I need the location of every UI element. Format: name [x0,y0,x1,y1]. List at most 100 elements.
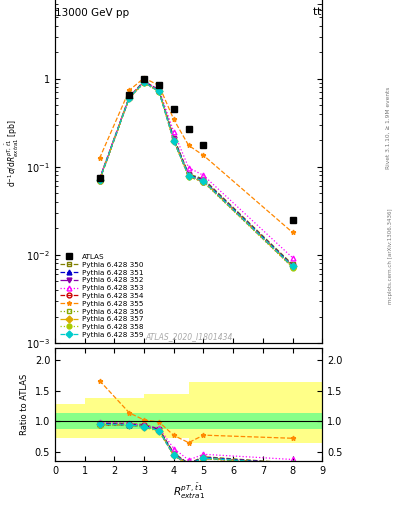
Pythia 6.428 353 [127,94,132,100]
Pythia 6.428 353 [290,254,295,261]
Pythia 6.428 359 [201,178,206,184]
Text: ATLAS_2020_I1801434: ATLAS_2020_I1801434 [145,332,232,341]
Pythia 6.428 357 [186,173,191,179]
Pythia 6.428 357 [201,178,206,184]
Pythia 6.428 350 [171,135,176,141]
Pythia 6.428 359 [97,177,102,183]
Pythia 6.428 355 [142,75,147,81]
Pythia 6.428 353 [201,173,206,179]
Pythia 6.428 351 [171,136,176,142]
Text: Rivet 3.1.10, ≥ 1.9M events: Rivet 3.1.10, ≥ 1.9M events [386,87,391,169]
Y-axis label: $\mathrm{d}^{-1}\sigma/\mathrm{d}R^{pT,\,\bar{t}1}_{extra1}$ [pb]: $\mathrm{d}^{-1}\sigma/\mathrm{d}R^{pT,\… [3,120,20,187]
Pythia 6.428 352 [201,178,206,184]
Pythia 6.428 355 [186,142,191,148]
Pythia 6.428 358 [127,95,132,101]
Pythia 6.428 355 [156,82,161,89]
Pythia 6.428 356 [156,89,161,95]
Pythia 6.428 356 [127,95,132,101]
Pythia 6.428 353 [186,164,191,170]
Pythia 6.428 350 [142,78,147,84]
Pythia 6.428 357 [290,263,295,269]
Pythia 6.428 351 [142,78,147,84]
Line: Pythia 6.428 353: Pythia 6.428 353 [97,79,295,260]
Pythia 6.428 359 [156,88,161,94]
Pythia 6.428 352 [127,95,132,101]
Line: ATLAS: ATLAS [96,75,296,223]
Line: Pythia 6.428 355: Pythia 6.428 355 [97,76,295,235]
Pythia 6.428 356 [171,138,176,144]
Pythia 6.428 353 [171,129,176,135]
Pythia 6.428 351 [201,177,206,183]
Line: Pythia 6.428 351: Pythia 6.428 351 [97,79,295,268]
Pythia 6.428 358 [97,178,102,184]
Pythia 6.428 354 [186,173,191,179]
Pythia 6.428 351 [156,88,161,94]
Line: Pythia 6.428 354: Pythia 6.428 354 [97,80,295,269]
Pythia 6.428 358 [201,179,206,185]
Pythia 6.428 359 [142,79,147,86]
Pythia 6.428 354 [171,138,176,144]
Pythia 6.428 357 [127,95,132,101]
Pythia 6.428 350 [156,87,161,93]
Pythia 6.428 351 [97,176,102,182]
Pythia 6.428 358 [186,174,191,180]
Pythia 6.428 354 [201,179,206,185]
Pythia 6.428 358 [142,80,147,86]
Pythia 6.428 351 [290,262,295,268]
Pythia 6.428 351 [127,94,132,100]
Text: $\mathrm{t\bar{t}}$: $\mathrm{t\bar{t}}$ [312,4,322,18]
ATLAS [201,142,206,148]
Pythia 6.428 352 [186,173,191,179]
Pythia 6.428 356 [97,178,102,184]
Pythia 6.428 350 [186,171,191,177]
Pythia 6.428 358 [290,264,295,270]
Legend: ATLAS, Pythia 6.428 350, Pythia 6.428 351, Pythia 6.428 352, Pythia 6.428 353, P: ATLAS, Pythia 6.428 350, Pythia 6.428 35… [59,252,145,339]
Pythia 6.428 352 [142,79,147,85]
Pythia 6.428 355 [201,152,206,158]
Y-axis label: Ratio to ATLAS: Ratio to ATLAS [20,374,29,435]
ATLAS [290,217,295,223]
Pythia 6.428 355 [127,87,132,93]
Pythia 6.428 353 [156,87,161,93]
Pythia 6.428 359 [127,95,132,101]
Pythia 6.428 355 [171,116,176,122]
Line: Pythia 6.428 357: Pythia 6.428 357 [97,80,295,269]
Pythia 6.428 357 [142,79,147,86]
ATLAS [186,126,191,132]
Pythia 6.428 359 [186,173,191,179]
Line: Pythia 6.428 358: Pythia 6.428 358 [97,80,295,270]
Pythia 6.428 353 [97,175,102,181]
ATLAS [142,76,147,82]
Pythia 6.428 354 [97,178,102,184]
Pythia 6.428 354 [142,79,147,86]
Pythia 6.428 350 [97,176,102,182]
Pythia 6.428 350 [290,262,295,268]
Text: 13000 GeV pp: 13000 GeV pp [55,8,129,18]
Pythia 6.428 355 [290,229,295,236]
Pythia 6.428 352 [97,177,102,183]
ATLAS [171,106,176,113]
Pythia 6.428 359 [290,263,295,269]
Pythia 6.428 358 [156,89,161,95]
ATLAS [97,175,102,181]
Pythia 6.428 356 [186,173,191,179]
Pythia 6.428 355 [97,155,102,161]
Pythia 6.428 356 [201,179,206,185]
Line: Pythia 6.428 359: Pythia 6.428 359 [97,80,295,269]
Text: mcplots.cern.ch [arXiv:1306.3436]: mcplots.cern.ch [arXiv:1306.3436] [387,208,393,304]
Pythia 6.428 357 [97,177,102,183]
Pythia 6.428 357 [156,88,161,94]
ATLAS [127,92,132,98]
Pythia 6.428 350 [127,94,132,100]
Pythia 6.428 356 [290,264,295,270]
Pythia 6.428 354 [127,95,132,101]
Line: Pythia 6.428 356: Pythia 6.428 356 [97,80,295,269]
Pythia 6.428 350 [201,176,206,182]
Pythia 6.428 358 [171,138,176,144]
Pythia 6.428 352 [290,263,295,269]
Pythia 6.428 352 [156,88,161,94]
Pythia 6.428 354 [156,89,161,95]
Pythia 6.428 353 [142,78,147,84]
ATLAS [156,82,161,88]
X-axis label: $R^{pT,\,\bar{t}1}_{extra1}$: $R^{pT,\,\bar{t}1}_{extra1}$ [173,481,205,501]
